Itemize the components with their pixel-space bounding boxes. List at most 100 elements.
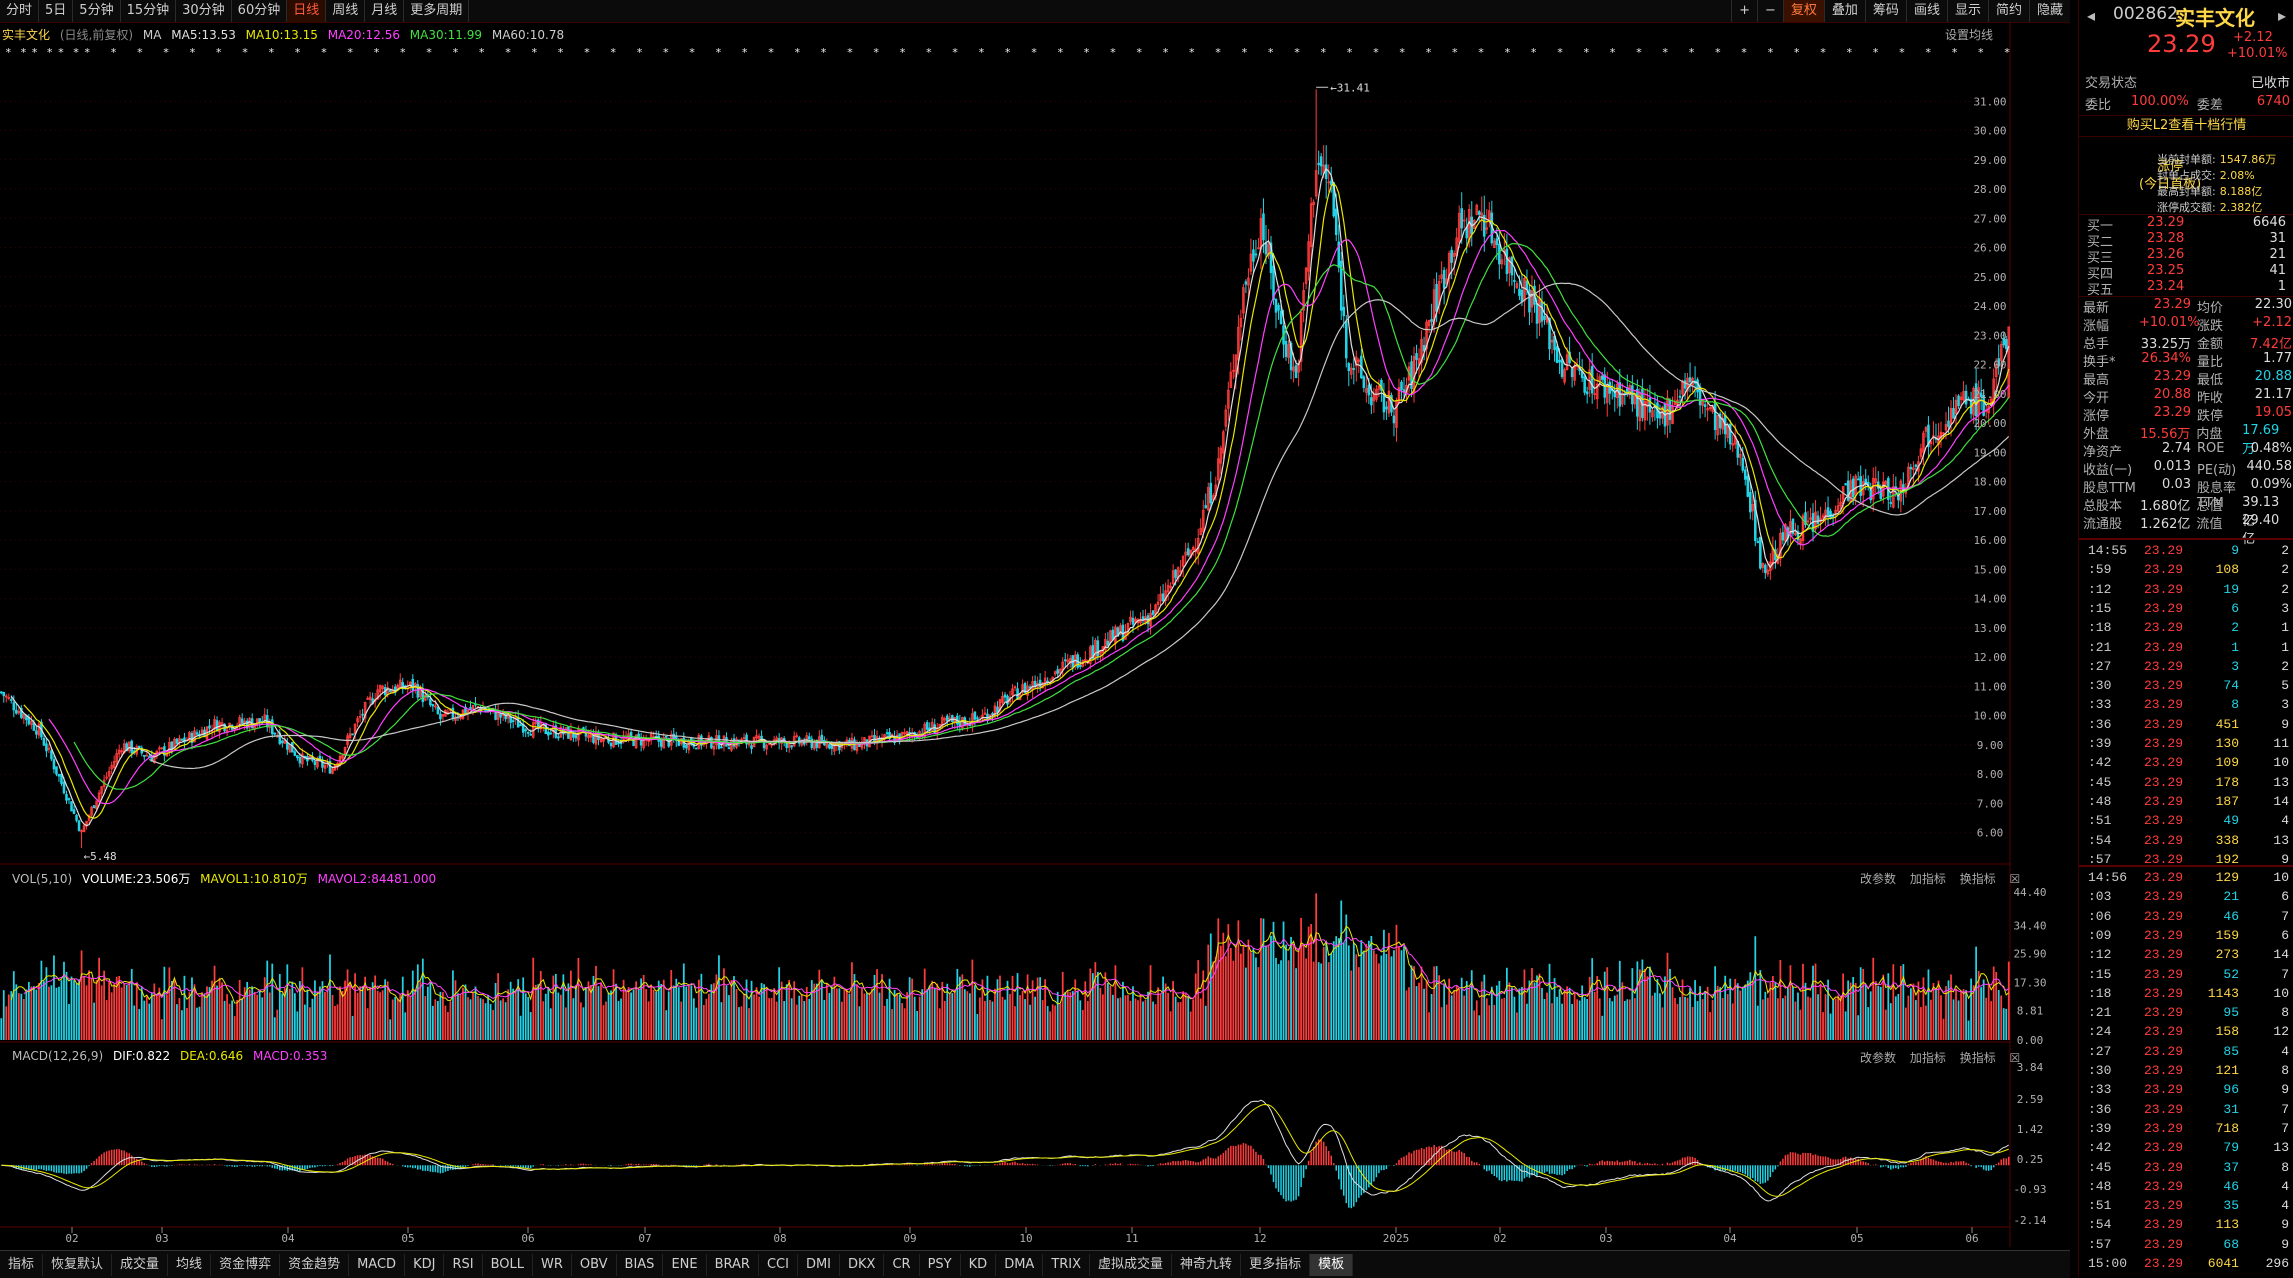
indicator-tab-11[interactable]: OBV [572,1253,617,1276]
period-tab-3[interactable]: 15分钟 [121,0,177,22]
period-tab-8[interactable]: 月线 [365,0,405,22]
candle-body [1191,547,1195,551]
candle-body [80,829,83,833]
event-star: * [1820,46,1827,59]
price-tick-label: 31.00 [1973,95,2006,108]
candle-body [1631,385,1634,405]
indicator-tab-5[interactable]: 资金趋势 [280,1253,350,1276]
candle-body [75,814,78,821]
tick-row: :30 23.29 121 8 [2088,1063,2289,1078]
candle-body [1939,431,1943,439]
indicator-tab-3[interactable]: 均线 [168,1253,212,1276]
tool-0[interactable]: + [1731,0,1757,22]
candle-body [1513,280,1516,282]
period-tab-9[interactable]: 更多周期 [404,0,470,22]
indicator-tab-9[interactable]: BOLL [483,1253,533,1276]
tool-5[interactable]: 画线 [1905,0,1947,22]
candle-body [368,696,372,700]
period-tab-4[interactable]: 30分钟 [176,0,232,22]
tool-3[interactable]: 叠加 [1823,0,1865,22]
indicator-tab-22[interactable]: TRIX [1043,1253,1091,1276]
candle-body [1440,274,1443,279]
indicator-tab-20[interactable]: KD [961,1253,997,1276]
indicator-tab-25[interactable]: 更多指标 [1241,1253,1311,1276]
event-star: * [1004,46,1011,59]
indicator-tab-6[interactable]: MACD [349,1253,406,1276]
tool-8[interactable]: 隐藏 [2028,0,2070,22]
prev-stock-icon[interactable]: ◂ [2087,6,2096,25]
indicator-tab-12[interactable]: BIAS [617,1253,664,1276]
event-star: * [2004,46,2011,59]
kline-chart[interactable]: 31.00 30.00 29.00 28.00 27.00 26.00 25.00 24.00… [0,22,2070,1247]
event-star: * [1636,46,1643,59]
indicator-tab-15[interactable]: CCI [759,1253,798,1276]
candle-body [115,753,118,763]
candle-body [1997,358,2000,367]
indicator-tab-18[interactable]: CR [884,1253,920,1276]
vol-edit-params[interactable]: 改参数 [1860,872,1897,886]
macd-edit-params[interactable]: 改参数 [1860,1051,1897,1065]
vol-close-icon[interactable]: ☒ [2009,872,2021,886]
bid-row: 买五 23.24 1 [2087,279,2286,298]
candle-body [220,722,224,725]
macd-close-icon[interactable]: ☒ [2009,1051,2021,1065]
macd-switch-indicator[interactable]: 换指标 [1959,1051,1996,1065]
vol-switch-indicator[interactable]: 换指标 [1959,872,1996,886]
period-tab-7[interactable]: 周线 [326,0,366,22]
period-tab-5[interactable]: 60分钟 [232,0,288,22]
tool-7[interactable]: 简约 [1987,0,2029,22]
tool-1[interactable]: − [1756,0,1783,22]
tool-2[interactable]: 复权 [1782,0,1824,22]
period-tab-0[interactable]: 分时 [0,0,40,22]
candle-body [60,774,63,784]
indicator-tab-10[interactable]: WR [533,1253,572,1276]
price-tick-label: 18.00 [1973,476,2006,489]
candle-body [323,765,327,769]
period-tab-6[interactable]: 日线 [287,0,327,22]
tool-4[interactable]: 筹码 [1864,0,1906,22]
candle-body [1696,379,1699,393]
candle-body [830,745,834,750]
candle-body [1485,227,1489,230]
price-tick-label: 19.00 [1973,446,2006,459]
candle-body [107,770,111,777]
indicator-tab-14[interactable]: BRAR [707,1253,759,1276]
candle-body [1249,253,1253,272]
macd-tick-label: 1.42 [2017,1123,2044,1136]
indicator-tab-23[interactable]: 虚拟成交量 [1090,1253,1173,1276]
candle-body [1277,304,1280,311]
indicator-tab-0[interactable]: 指标 [0,1253,44,1276]
indicator-tab-16[interactable]: DMI [798,1253,841,1276]
buy-l2-link[interactable]: 购买L2查看十档行情 [2079,115,2293,137]
indicator-tab-21[interactable]: DMA [996,1253,1044,1276]
event-star: * [373,46,380,59]
indicator-tab-2[interactable]: 成交量 [112,1253,169,1276]
macd-value: MACD:0.353 [253,1049,328,1063]
indicator-tab-24[interactable]: 神奇九转 [1172,1253,1242,1276]
indicator-tab-17[interactable]: DKX [840,1253,885,1276]
ma60-value: MA60:10.78 [491,28,565,42]
candle-body [1337,241,1341,268]
seal-row: 最高封单额: 8.188亿 [2157,185,2263,198]
period-tab-1[interactable]: 5日 [39,0,74,22]
candle-body [90,806,93,816]
indicator-tab-4[interactable]: 资金博弈 [211,1253,281,1276]
candle-body [1329,180,1333,186]
vol-add-indicator[interactable]: 加指标 [1909,872,1946,886]
indicator-tab-26[interactable]: 模板 [1310,1253,1354,1276]
next-stock-icon[interactable]: ▸ [2277,6,2286,25]
candle-body [1515,283,1519,289]
candle-body [1678,395,1682,398]
macd-add-indicator[interactable]: 加指标 [1909,1051,1946,1065]
tool-6[interactable]: 显示 [1946,0,1988,22]
indicator-tab-8[interactable]: RSI [444,1253,483,1276]
period-tab-2[interactable]: 5分钟 [73,0,121,22]
indicator-tab-19[interactable]: PSY [920,1253,961,1276]
candle-body [511,720,515,722]
indicator-tab-1[interactable]: 恢复默认 [43,1253,113,1276]
ma5-line [10,168,2010,827]
indicator-tab-7[interactable]: KDJ [405,1253,445,1276]
ma-settings-button[interactable]: 设置均线 [1945,28,1994,42]
indicator-tab-13[interactable]: ENE [663,1253,707,1276]
candle-body [1721,418,1724,430]
